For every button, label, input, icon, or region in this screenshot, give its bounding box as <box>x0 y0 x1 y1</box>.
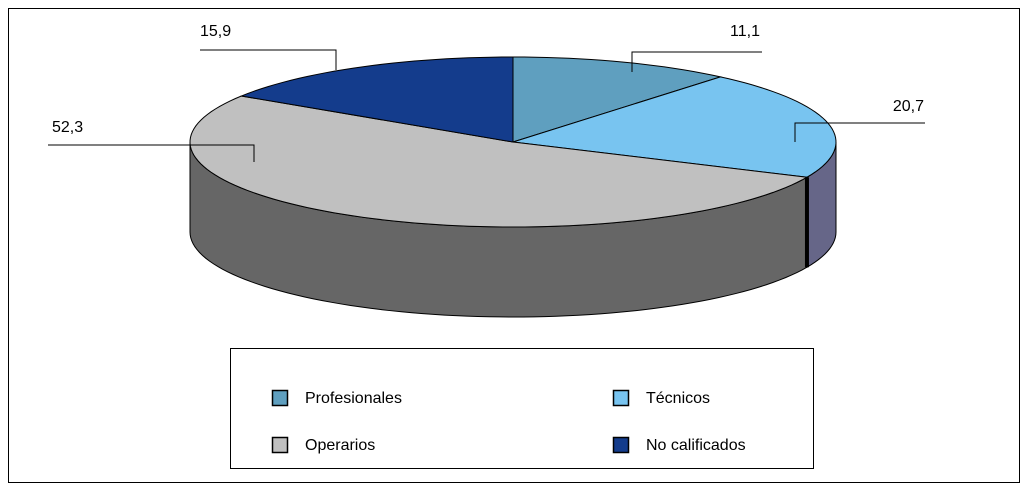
legend-label: Profesionales <box>305 390 402 407</box>
slice <box>239 56 514 143</box>
legend-label: No calificados <box>646 437 746 454</box>
legend-swatch <box>271 389 289 407</box>
slice <box>512 56 723 143</box>
legend-box <box>230 348 814 469</box>
data-label: 20,7 <box>893 98 924 115</box>
data-label: 15,9 <box>200 23 231 40</box>
legend-swatch <box>271 436 289 454</box>
data-label: 11,1 <box>730 23 760 40</box>
legend-swatch <box>612 436 630 454</box>
data-label: 52,3 <box>52 119 83 136</box>
leader-line <box>631 51 762 72</box>
legend-label: Técnicos <box>646 390 710 407</box>
legend-label: Operarios <box>305 437 375 454</box>
slice <box>189 95 809 228</box>
leader-line <box>200 49 337 70</box>
legend-swatch <box>612 389 630 407</box>
leader-line <box>48 144 255 162</box>
leader-line <box>794 122 925 142</box>
